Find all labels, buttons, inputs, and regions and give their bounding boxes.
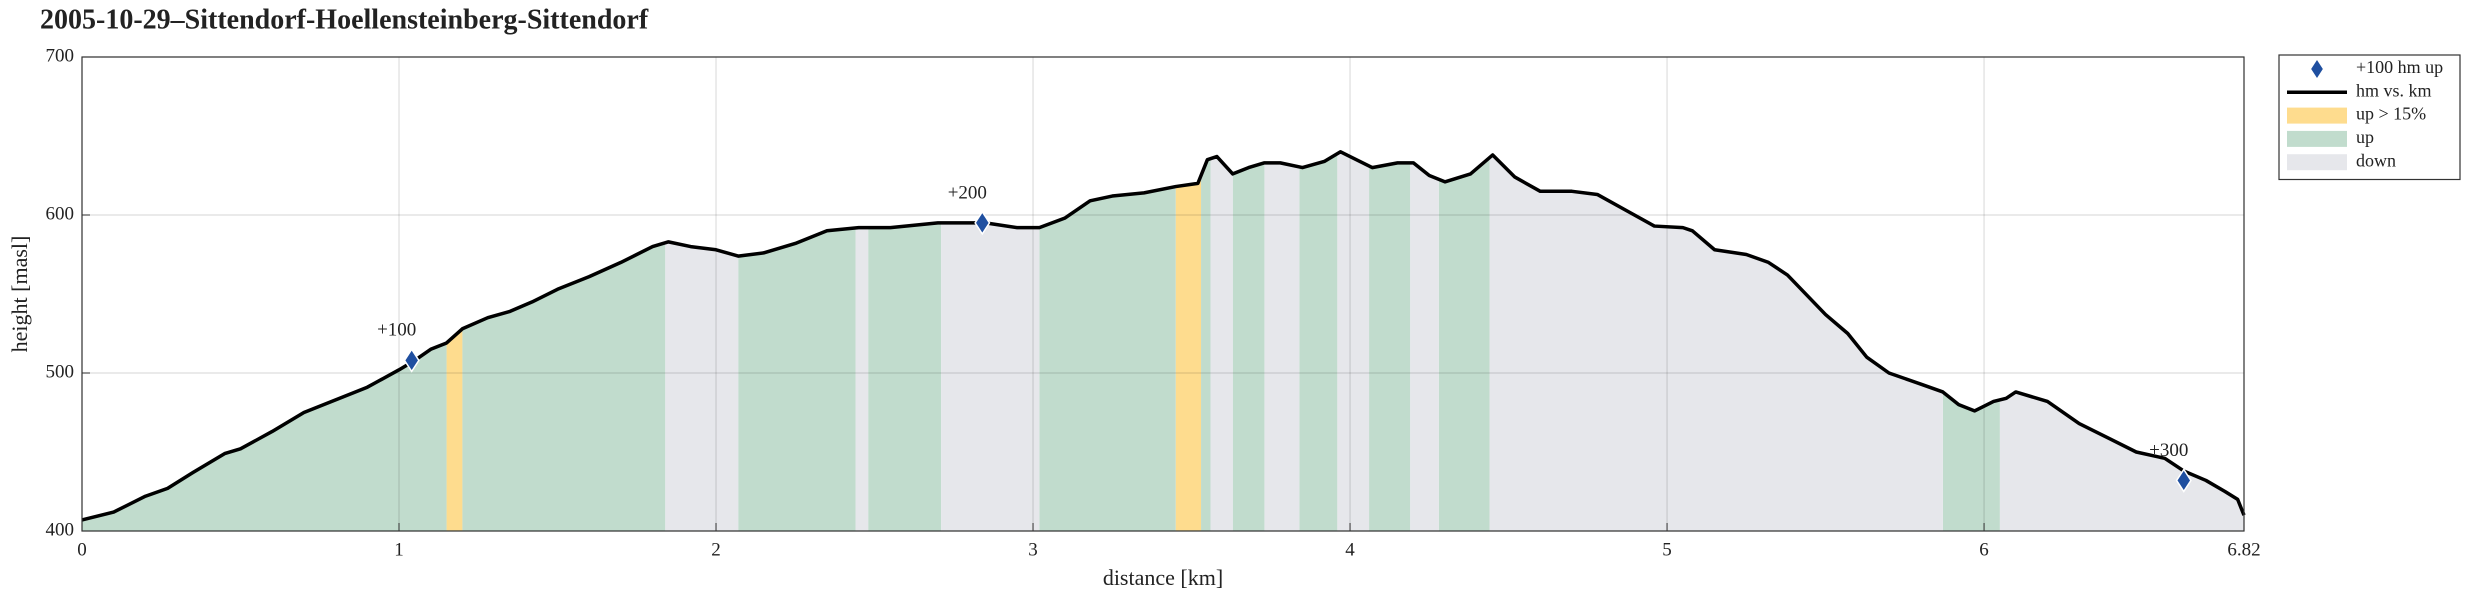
marker [403,347,420,373]
marker-label: +200 [948,182,987,203]
legend-marker [2311,60,2323,78]
region-band [1210,151,1233,531]
x-tick-label: 6.82 [2227,539,2260,560]
legend-label: +100 hm up [2356,57,2443,77]
region-band [1369,151,1411,531]
legend-patch [2287,107,2347,124]
region-band [665,151,739,531]
region-band [1489,151,1943,531]
y-tick-label: 700 [46,45,75,66]
x-tick-label: 6 [1979,539,1989,560]
region-band [1999,151,2244,531]
region-band [738,151,856,531]
region-band [1337,151,1370,531]
region-band [1039,151,1176,531]
region-band [868,151,942,531]
marker-label: +300 [2149,440,2188,461]
legend-patch [2287,130,2347,147]
region-band [941,151,1040,531]
region-band [1438,151,1490,531]
x-tick-label: 3 [1028,539,1038,560]
x-tick-label: 2 [711,539,721,560]
region-band [1299,151,1338,531]
legend-label: up > 15% [2356,104,2426,124]
region-band [82,151,447,531]
x-tick-label: 0 [77,539,87,560]
y-tick-label: 400 [46,519,75,540]
region-band [446,151,463,531]
chart-title: 2005-10-29–Sittendorf-Hoellensteinberg-S… [40,4,649,35]
region-band [1175,151,1202,531]
x-tick-label: 1 [394,539,404,560]
region-band [1410,151,1439,531]
y-tick-label: 600 [46,203,75,224]
x-tick-label: 4 [1345,539,1355,560]
marker [974,210,991,236]
profile-line [81,150,2246,522]
region-band [462,151,666,531]
region-band [1232,151,1265,531]
y-axis-label: height [masl] [7,236,32,353]
legend-label: hm vs. km [2356,80,2432,100]
plot-frame [81,56,2245,532]
region-band [855,151,869,531]
region-bands [82,151,2244,531]
marker-label: +100 [377,320,416,341]
region-band [1201,151,1211,531]
region-band [1264,151,1300,531]
legend-label: down [2356,150,2396,170]
legend-patch [2287,154,2347,171]
x-tick-label: 5 [1662,539,1672,560]
y-tick-label: 500 [46,361,75,382]
x-axis-label: distance [km] [1103,565,1223,590]
legend-label: up [2356,127,2374,147]
marker [2175,468,2192,493]
region-band [1942,151,2000,531]
